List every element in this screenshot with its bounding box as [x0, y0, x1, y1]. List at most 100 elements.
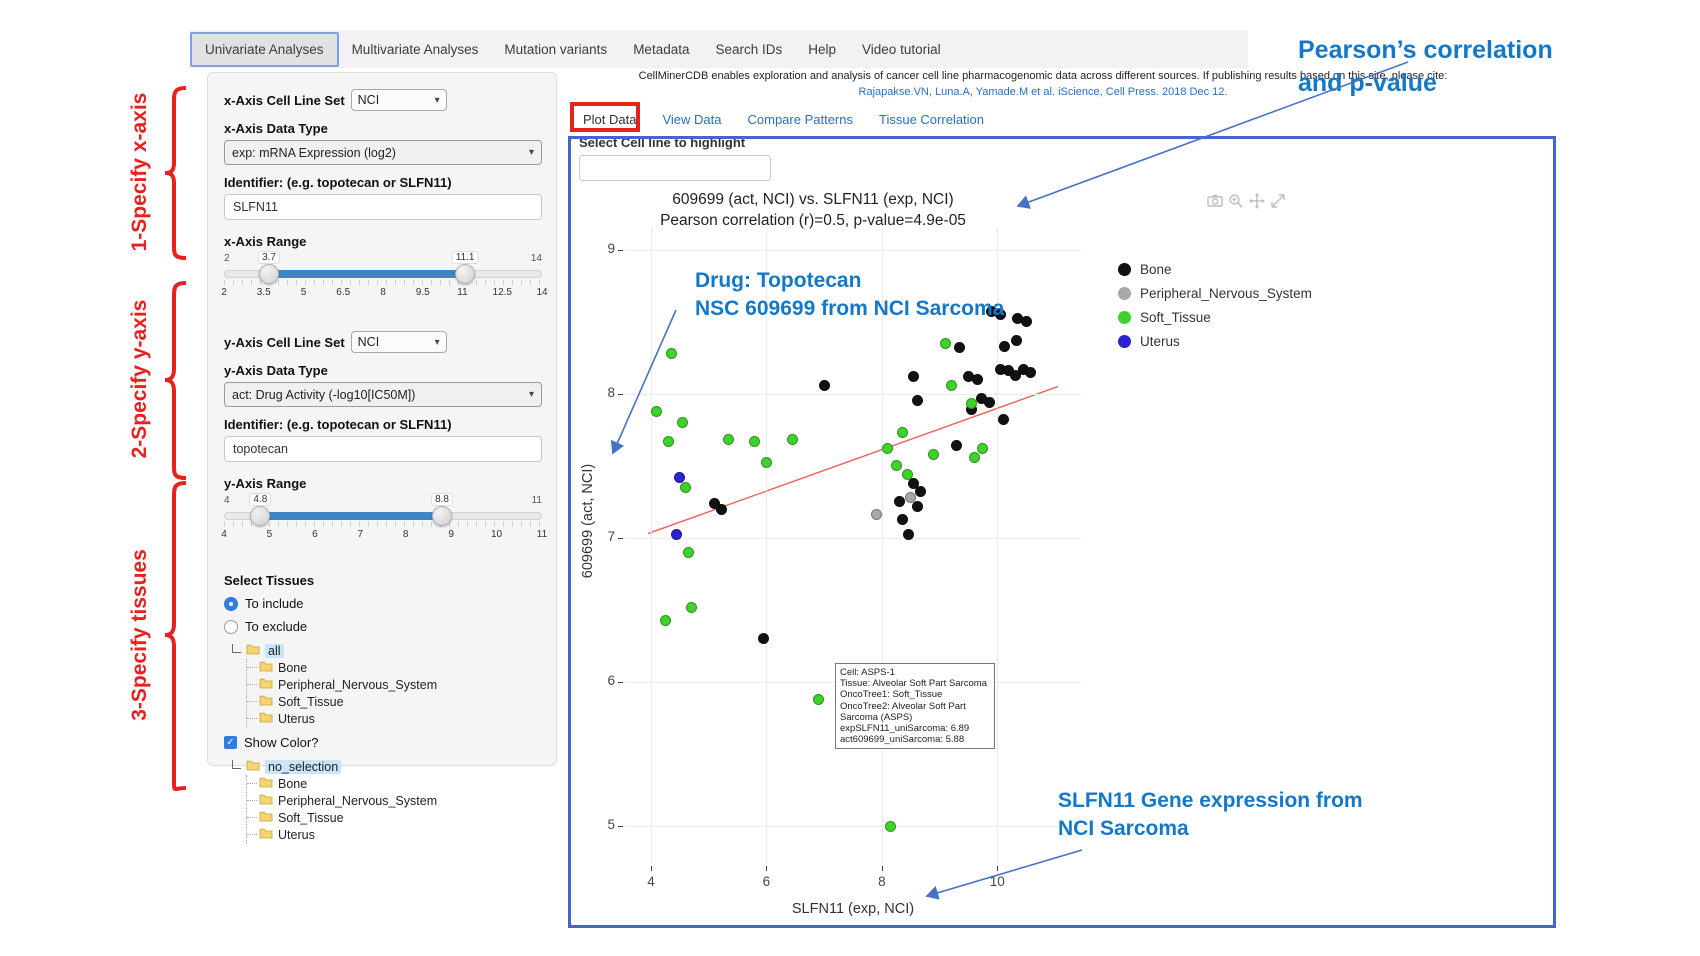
- point-soft-tissue[interactable]: [665, 347, 677, 359]
- camera-icon[interactable]: [1207, 193, 1223, 209]
- subtab-view-data[interactable]: View Data: [662, 112, 722, 127]
- point-soft-tissue[interactable]: [882, 443, 894, 454]
- nav-tab-search-ids[interactable]: Search IDs: [715, 41, 783, 57]
- color-tree-item-bone[interactable]: Bone: [247, 775, 540, 792]
- nav-tab-metadata[interactable]: Metadata: [633, 41, 690, 57]
- point-bone[interactable]: [1010, 369, 1022, 381]
- point-soft-tissue[interactable]: [659, 614, 671, 626]
- point-soft-tissue[interactable]: [939, 337, 951, 349]
- color-tree-root[interactable]: no_selection: [232, 758, 540, 775]
- color-tree-item-soft-tissue[interactable]: Soft_Tissue: [247, 809, 540, 826]
- point-bone[interactable]: [1010, 334, 1022, 346]
- point-soft-tissue[interactable]: [928, 448, 940, 460]
- point-soft-tissue[interactable]: [680, 481, 692, 493]
- point-bone[interactable]: [951, 440, 963, 452]
- point-soft-tissue[interactable]: [677, 417, 689, 429]
- include-tree-item-uterus[interactable]: Uterus: [247, 710, 540, 727]
- x-axis-data-type-select[interactable]: exp: mRNA Expression (log2) ▾: [224, 140, 542, 165]
- point-bone[interactable]: [997, 414, 1009, 426]
- point-bone[interactable]: [708, 497, 720, 509]
- point-bone[interactable]: [1020, 316, 1032, 328]
- folder-icon: [259, 694, 273, 709]
- point-bone[interactable]: [715, 503, 727, 515]
- point-soft-tissue[interactable]: [749, 435, 761, 447]
- zoom-in-icon[interactable]: [1228, 193, 1244, 209]
- subtab-tissue-correlation[interactable]: Tissue Correlation: [879, 112, 985, 127]
- tissues-exclude-radio[interactable]: To exclude: [224, 619, 540, 634]
- point-bone[interactable]: [1025, 366, 1037, 378]
- autoscale-icon[interactable]: [1270, 193, 1286, 209]
- include-tree-root[interactable]: all: [232, 642, 540, 659]
- x-axis-range-slider[interactable]: 2 14 3.7 11.1 2 3.5 5 6.5 8 9.5 11 12.5 14: [221, 251, 548, 305]
- point-peripheral-nervous-system[interactable]: [905, 492, 917, 503]
- point-bone[interactable]: [994, 308, 1006, 320]
- point-bone[interactable]: [954, 342, 966, 354]
- point-bone[interactable]: [984, 396, 996, 408]
- x-axis-identifier-input[interactable]: [224, 194, 542, 220]
- legend-item-bone[interactable]: Bone: [1118, 257, 1312, 281]
- y-axis-data-type-select[interactable]: act: Drug Activity (-log10[IC50M]) ▾: [224, 382, 542, 407]
- y-axis-slider-handle-high[interactable]: [432, 506, 453, 526]
- x-axis-cell-line-set-select[interactable]: NCI ▾: [350, 89, 447, 111]
- nav-tab-mutation-variants[interactable]: Mutation variants: [504, 41, 608, 57]
- y-axis-identifier-input[interactable]: [224, 436, 542, 462]
- point-bone[interactable]: [896, 513, 908, 525]
- point-soft-tissue[interactable]: [902, 468, 914, 480]
- nav-tab-help[interactable]: Help: [808, 41, 837, 57]
- legend-item-peripheral-nervous-system[interactable]: Peripheral_Nervous_System: [1118, 281, 1312, 305]
- point-soft-tissue[interactable]: [896, 427, 908, 439]
- point-soft-tissue[interactable]: [786, 434, 798, 446]
- legend-item-soft-tissue[interactable]: Soft_Tissue: [1118, 305, 1312, 329]
- pan-icon[interactable]: [1249, 193, 1265, 209]
- highlight-cell-line-input[interactable]: [579, 155, 771, 181]
- point-bone[interactable]: [893, 496, 905, 508]
- subtab-compare-patterns[interactable]: Compare Patterns: [747, 112, 854, 127]
- point-bone[interactable]: [758, 633, 770, 645]
- point-soft-tissue[interactable]: [723, 434, 735, 446]
- point-bone[interactable]: [818, 379, 830, 391]
- tree-item-label: Soft_Tissue: [278, 810, 344, 825]
- point-bone[interactable]: [912, 395, 924, 407]
- include-tree-item-soft-tissue[interactable]: Soft_Tissue: [247, 693, 540, 710]
- y-axis-cell-line-set-select[interactable]: NCI ▾: [350, 331, 447, 353]
- chevron-down-icon: ▾: [434, 94, 440, 106]
- point-soft-tissue[interactable]: [968, 451, 980, 463]
- point-soft-tissue[interactable]: [945, 379, 957, 391]
- x-axis-slider-handle-low[interactable]: [259, 264, 280, 284]
- point-peripheral-nervous-system[interactable]: [870, 509, 882, 521]
- point-soft-tissue[interactable]: [651, 405, 663, 417]
- point-uterus[interactable]: [671, 529, 683, 541]
- point-soft-tissue[interactable]: [885, 820, 897, 832]
- point-soft-tissue[interactable]: [662, 435, 674, 447]
- nav-tab-univariate-analyses[interactable]: Univariate Analyses: [190, 31, 339, 67]
- point-bone[interactable]: [908, 477, 920, 489]
- color-tree-item-peripheral-nervous-system[interactable]: Peripheral_Nervous_System: [247, 792, 540, 809]
- include-tree-item-peripheral-nervous-system[interactable]: Peripheral_Nervous_System: [247, 676, 540, 693]
- point-soft-tissue[interactable]: [965, 398, 977, 410]
- point-soft-tissue[interactable]: [977, 443, 989, 454]
- scatter-plot-area[interactable]: 4 6 8 10 5 6 7 8 9: [607, 228, 1081, 889]
- y-axis-range-slider[interactable]: 4 11 4.8 8.8 4 5 6 7 8 9 10 11: [221, 493, 547, 547]
- legend-item-uterus[interactable]: Uterus: [1118, 329, 1312, 353]
- point-soft-tissue[interactable]: [685, 601, 697, 613]
- point-soft-tissue[interactable]: [890, 460, 902, 472]
- y-axis-slider-handle-low[interactable]: [250, 506, 271, 526]
- point-soft-tissue[interactable]: [812, 693, 824, 705]
- point-bone[interactable]: [998, 340, 1010, 352]
- subtab-plot-data[interactable]: Plot Data: [583, 112, 637, 127]
- point-bone[interactable]: [971, 373, 983, 385]
- x-axis-slider-handle-high[interactable]: [455, 264, 476, 284]
- nav-tab-multivariate-analyses[interactable]: Multivariate Analyses: [351, 41, 479, 57]
- tissues-include-radio[interactable]: To include: [224, 596, 540, 611]
- point-bone[interactable]: [915, 486, 927, 498]
- x-gridline-10: [997, 228, 999, 865]
- point-bone[interactable]: [908, 370, 920, 382]
- point-soft-tissue[interactable]: [682, 546, 694, 558]
- nav-tab-video-tutorial[interactable]: Video tutorial: [862, 41, 941, 57]
- include-tree-item-bone[interactable]: Bone: [247, 659, 540, 676]
- point-uterus[interactable]: [674, 471, 686, 483]
- point-bone[interactable]: [912, 500, 924, 512]
- color-tree-item-uterus[interactable]: Uterus: [247, 826, 540, 843]
- show-color-checkbox[interactable]: ✓ Show Color?: [224, 735, 540, 750]
- point-soft-tissue[interactable]: [760, 457, 772, 469]
